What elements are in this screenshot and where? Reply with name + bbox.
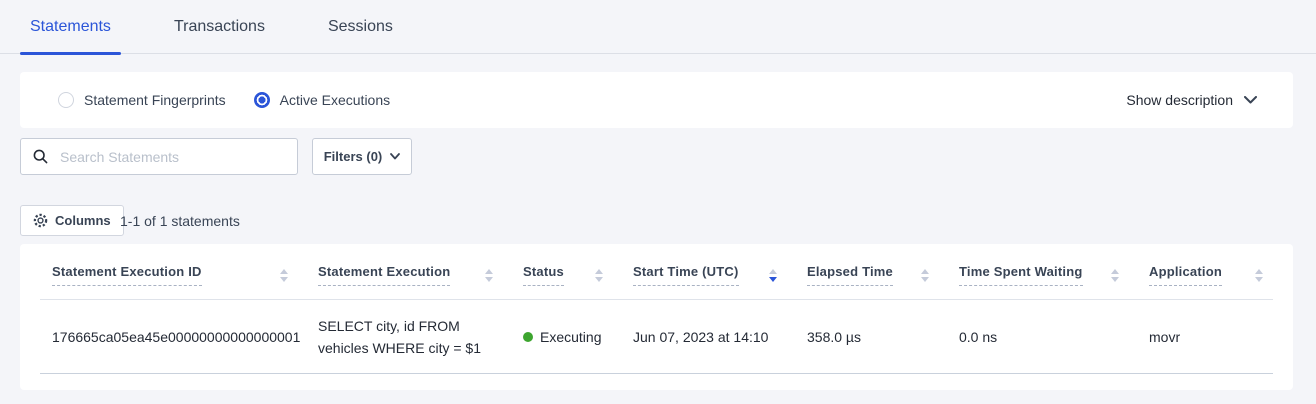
status-executing-dot-icon bbox=[523, 332, 533, 342]
view-mode-card: Statement Fingerprints Active Executions… bbox=[20, 72, 1293, 128]
sort-icon[interactable] bbox=[280, 268, 288, 282]
columns-button-label: Columns bbox=[55, 213, 111, 228]
column-header-label[interactable]: Start Time (UTC) bbox=[633, 264, 739, 286]
search-input[interactable] bbox=[58, 147, 285, 166]
filters-button-label: Filters (0) bbox=[323, 149, 383, 164]
radio-selected-icon bbox=[253, 92, 270, 108]
sort-icon[interactable] bbox=[1255, 268, 1263, 282]
radio-label: Active Executions bbox=[279, 92, 391, 108]
radio-unselected-icon bbox=[58, 92, 74, 108]
cell-statement-execution[interactable]: SELECT city, id FROM vehicles WHERE city… bbox=[318, 318, 481, 356]
column-header-label[interactable]: Time Spent Waiting bbox=[959, 264, 1083, 286]
radio-active-executions[interactable]: Active Executions bbox=[253, 92, 391, 108]
search-input-wrapper bbox=[20, 138, 298, 175]
column-header-start-time: Start Time (UTC) bbox=[633, 244, 807, 300]
sort-icon-active-desc[interactable] bbox=[769, 268, 777, 282]
column-header-elapsed-time: Elapsed Time bbox=[807, 244, 959, 300]
column-header-statement-execution-id: Statement Execution ID bbox=[52, 244, 318, 300]
cell-status: Executing bbox=[523, 329, 633, 345]
chevron-down-icon bbox=[1244, 96, 1257, 104]
column-header-status: Status bbox=[523, 244, 633, 300]
search-icon bbox=[33, 149, 48, 164]
column-header-statement-execution: Statement Execution bbox=[318, 244, 523, 300]
table-header-row: Statement Execution ID Statement Executi… bbox=[20, 244, 1293, 300]
show-description-toggle[interactable]: Show description bbox=[1126, 92, 1257, 108]
sort-icon[interactable] bbox=[595, 268, 603, 282]
tab-sessions[interactable]: Sessions bbox=[318, 0, 403, 53]
sort-icon[interactable] bbox=[921, 268, 929, 282]
tab-label: Transactions bbox=[173, 17, 265, 35]
column-header-label[interactable]: Elapsed Time bbox=[807, 264, 893, 286]
result-count: 1-1 of 1 statements bbox=[120, 212, 240, 229]
cell-start-time: Jun 07, 2023 at 14:10 bbox=[633, 329, 769, 345]
column-header-label[interactable]: Status bbox=[523, 264, 564, 286]
columns-button[interactable]: Columns bbox=[20, 205, 124, 236]
column-header-label[interactable]: Statement Execution ID bbox=[52, 264, 202, 286]
column-header-time-spent-waiting: Time Spent Waiting bbox=[959, 244, 1149, 300]
tab-label: Statements bbox=[30, 17, 111, 35]
column-header-application: Application bbox=[1149, 244, 1293, 300]
cell-application: movr bbox=[1149, 329, 1181, 345]
chevron-down-icon bbox=[390, 153, 401, 160]
tab-statements[interactable]: Statements bbox=[20, 0, 121, 55]
radio-statement-fingerprints[interactable]: Statement Fingerprints bbox=[58, 92, 226, 108]
column-header-label[interactable]: Statement Execution bbox=[318, 264, 451, 286]
tab-transactions[interactable]: Transactions bbox=[164, 0, 275, 53]
cell-time-spent-waiting: 0.0 ns bbox=[959, 329, 998, 345]
tab-label: Sessions bbox=[327, 17, 393, 35]
tab-bar: Statements Transactions Sessions bbox=[0, 0, 1316, 55]
cell-statement-execution-id[interactable]: 176665ca05ea45e00000000000000001 bbox=[52, 329, 301, 345]
show-description-label: Show description bbox=[1126, 92, 1233, 108]
sort-icon[interactable] bbox=[1111, 268, 1119, 282]
status-label: Executing bbox=[540, 329, 602, 345]
gear-icon bbox=[33, 213, 48, 228]
cell-elapsed-time: 358.0 µs bbox=[807, 329, 861, 345]
statements-table: Statement Execution ID Statement Executi… bbox=[20, 244, 1293, 390]
column-header-label[interactable]: Application bbox=[1149, 264, 1222, 286]
radio-label: Statement Fingerprints bbox=[84, 92, 226, 108]
filters-button[interactable]: Filters (0) bbox=[312, 138, 412, 175]
table-row: 176665ca05ea45e00000000000000001 SELECT … bbox=[20, 300, 1293, 374]
sort-icon[interactable] bbox=[485, 268, 493, 282]
